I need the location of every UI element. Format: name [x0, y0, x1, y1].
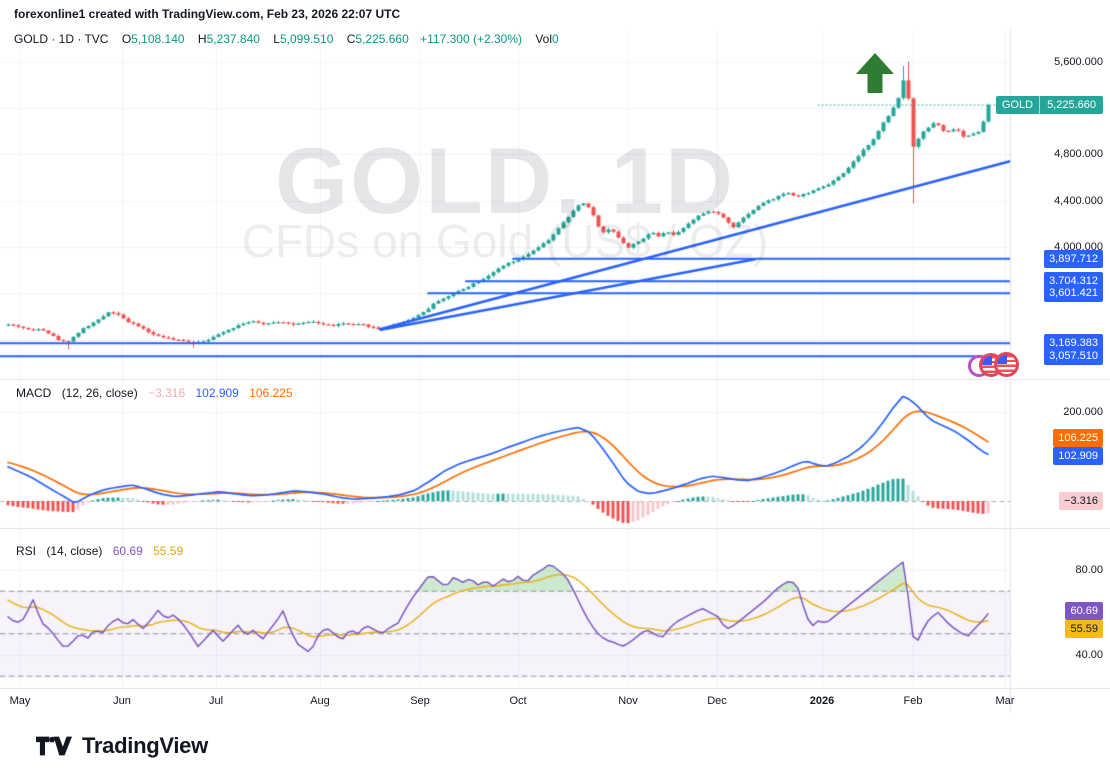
time-axis-label: Oct — [509, 695, 527, 707]
volume-label: Vol — [535, 32, 553, 46]
tradingview-footer[interactable]: TradingView — [36, 733, 208, 759]
price-axis-label: 5,600.000 — [1054, 56, 1103, 68]
price-axis-label: 4,800.000 — [1054, 148, 1103, 160]
time-axis-label: Dec — [707, 695, 727, 707]
symbol-title: GOLD · 1D · TVC — [14, 32, 109, 46]
rsi-legend[interactable]: RSI (14, close) 60.69 55.59 — [16, 544, 190, 558]
open-label: O — [121, 32, 132, 46]
rsi-ma-value: 55.59 — [153, 544, 184, 558]
close-label: C — [346, 32, 356, 46]
us-flag-icon — [994, 352, 1019, 377]
macd-line-value: 102.909 — [195, 386, 239, 400]
macd-hist-value: −3.316 — [148, 386, 186, 400]
us-economic-event-flag-icon[interactable] — [968, 350, 1022, 380]
price-axis-label: 200.000 — [1063, 406, 1103, 418]
time-axis-label: Aug — [310, 695, 330, 707]
price-axis-badge: 106.225 — [1053, 429, 1103, 447]
low-label: L — [273, 32, 280, 46]
up-arrow-icon[interactable] — [856, 53, 894, 98]
time-axis[interactable]: May Jun Jul Aug Sep Oct Nov Dec 2026 Feb Mar — [0, 693, 1015, 713]
price-axis-label: 4,400.000 — [1054, 195, 1103, 207]
time-axis-label: Feb — [903, 695, 923, 707]
volume-value: 0 — [552, 32, 559, 46]
price-axis-badge: 3,601.421 — [1044, 284, 1103, 302]
price-axis-badge: −3.316 — [1059, 492, 1103, 510]
price-axis-badge: 3,057.510 — [1044, 347, 1103, 365]
open-value: 5,108.140 — [131, 32, 185, 46]
macd-signal-value: 106.225 — [249, 386, 293, 400]
macd-params: (12, 26, close) — [61, 386, 138, 400]
price-axis[interactable]: 5,600.000 GOLD 5,225.660 4,800.000 4,400.000… — [995, 0, 1110, 712]
time-axis-label: Jun — [113, 695, 131, 707]
price-axis-badge: 102.909 — [1053, 447, 1103, 465]
price-axis-label: 80.00 — [1075, 564, 1103, 576]
rsi-value: 60.69 — [112, 544, 143, 558]
time-axis-label: Jul — [208, 695, 224, 707]
price-axis-badge: 55.59 — [1065, 620, 1103, 638]
rsi-title: RSI — [16, 544, 37, 558]
close-value: 5,225.660 — [355, 32, 409, 46]
time-axis-label: Sep — [410, 695, 430, 707]
high-label: H — [197, 32, 207, 46]
tradingview-logo-icon — [36, 736, 72, 756]
tradingview-brand-text: TradingView — [82, 733, 208, 758]
symbol-legend[interactable]: GOLD · 1D · TVC O5,108.140 H5,237.840 L5… — [14, 32, 559, 46]
price-axis-badge: GOLD 5,225.660 — [995, 96, 1103, 114]
change-value: +117.300 (+2.30%) — [420, 32, 522, 46]
time-axis-label: May — [9, 695, 31, 707]
time-axis-label: Mar — [995, 695, 1015, 707]
price-axis-badge: 60.69 — [1065, 602, 1103, 620]
time-axis-label: Nov — [618, 695, 638, 707]
macd-legend[interactable]: MACD (12, 26, close) −3.316 102.909 106.… — [16, 386, 300, 400]
time-axis-label: 2026 — [809, 695, 835, 707]
snapshot-credit: forexonline1 created with TradingView.co… — [14, 7, 401, 21]
price-axis-label: 40.00 — [1075, 649, 1103, 661]
rsi-params: (14, close) — [46, 544, 103, 558]
price-axis-badge: 3,897.712 — [1044, 250, 1103, 268]
macd-title: MACD — [16, 386, 52, 400]
low-value: 5,099.510 — [279, 32, 334, 46]
high-value: 5,237.840 — [206, 32, 260, 46]
